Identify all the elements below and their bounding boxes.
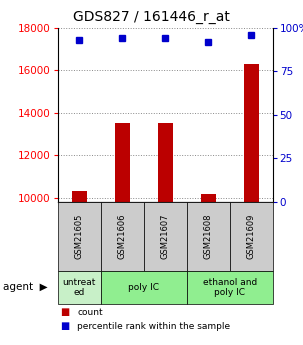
Text: GSM21605: GSM21605: [75, 214, 84, 259]
Text: ■: ■: [61, 307, 70, 317]
Text: GSM21607: GSM21607: [161, 214, 170, 259]
Text: ethanol and
poly IC: ethanol and poly IC: [202, 277, 257, 297]
Text: GSM21609: GSM21609: [247, 214, 256, 259]
Bar: [72, 191, 87, 202]
Bar: [115, 123, 130, 202]
Bar: [244, 64, 259, 202]
Text: GDS827 / 161446_r_at: GDS827 / 161446_r_at: [73, 10, 230, 24]
Text: GSM21606: GSM21606: [118, 214, 127, 259]
Text: GSM21608: GSM21608: [204, 214, 213, 259]
Text: percentile rank within the sample: percentile rank within the sample: [77, 322, 230, 331]
Bar: [158, 123, 173, 202]
Text: untreat
ed: untreat ed: [62, 277, 96, 297]
Text: ■: ■: [61, 321, 70, 331]
Text: count: count: [77, 308, 103, 317]
Text: agent  ▶: agent ▶: [3, 282, 48, 292]
Bar: [201, 194, 216, 202]
Text: poly IC: poly IC: [128, 283, 159, 292]
